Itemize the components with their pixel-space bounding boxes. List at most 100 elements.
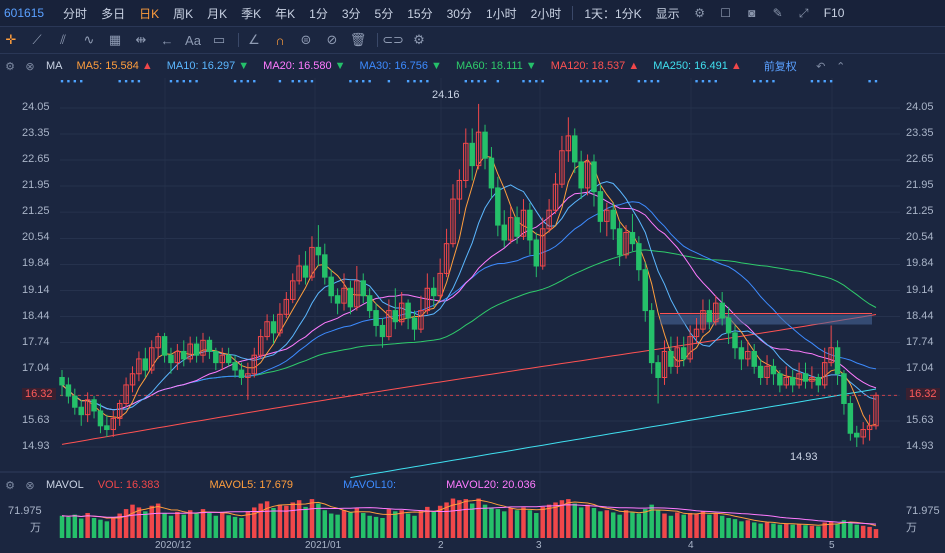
range-tool-icon[interactable]: ⇹ <box>135 32 147 47</box>
volume-bar <box>784 523 789 538</box>
candle-body <box>309 246 315 278</box>
candle-body <box>334 295 341 304</box>
signal-dot <box>496 80 500 83</box>
signal-dot <box>810 80 814 83</box>
fullscreen-icon[interactable]: ⤢ <box>798 5 809 20</box>
magnet-icon[interactable]: ∩ <box>275 32 285 48</box>
volume-bar <box>258 503 263 538</box>
volume-bar <box>431 511 436 538</box>
candle-body <box>495 187 501 226</box>
down-arrow-icon: ▼ <box>238 60 250 72</box>
candle-body <box>142 358 149 371</box>
right-price-tick: 19.84 <box>906 257 934 270</box>
down-arrow-icon: ▼ <box>525 60 537 72</box>
candle-body <box>123 384 129 405</box>
signal-dot <box>464 80 467 83</box>
crosshair-icon[interactable]: ✛ <box>5 32 17 47</box>
volume-bar <box>252 507 257 538</box>
ma-legend-item: MA5: 15.584 ▲ <box>77 60 153 72</box>
tab-yearly-k[interactable]: 年K <box>275 6 296 21</box>
square-icon[interactable]: ☐ <box>720 6 732 20</box>
gear-icon[interactable]: ⚙ <box>5 60 15 73</box>
tab-1min[interactable]: 1分 <box>309 6 328 21</box>
collapse-icon[interactable]: ⌃ <box>836 60 846 73</box>
candle-body <box>347 287 354 308</box>
candle-body <box>148 347 155 371</box>
note-tool-icon[interactable]: ▭ <box>212 32 226 47</box>
candle-body <box>655 362 661 378</box>
volume-bar <box>809 525 815 538</box>
volume-bar <box>136 507 142 538</box>
signal-dot <box>753 80 756 83</box>
volume-bar <box>604 510 610 538</box>
vol-legend-items: VOL: 16.383 MAVOL5: 17.679 MAVOL10: MAVOL20… <box>98 479 586 491</box>
trash-icon[interactable]: 🗑 <box>349 32 367 47</box>
tab-monthly-k[interactable]: 月K <box>207 6 228 21</box>
signal-dot <box>535 80 538 83</box>
signal-dot <box>240 80 243 83</box>
wave-tool-icon[interactable]: ∿ <box>83 32 95 47</box>
volume-bar <box>873 529 879 538</box>
arrow-tool-icon[interactable]: ← <box>160 32 174 48</box>
ma-legend-item: MA30: 16.756 ▼ <box>360 60 442 72</box>
tab-daily-k[interactable]: 日K <box>139 6 160 21</box>
ruler-icon[interactable]: ∠ <box>248 32 260 47</box>
candle-body <box>738 347 745 360</box>
candle-body <box>770 365 777 375</box>
adjust-mode[interactable]: 前复权 <box>763 61 797 73</box>
candle-body <box>469 142 475 167</box>
f10-button[interactable]: F10 <box>823 6 845 20</box>
tab-15min[interactable]: 15分 <box>407 6 433 21</box>
gear-icon[interactable]: ⚙ <box>694 6 706 20</box>
close-icon[interactable]: ⊗ <box>25 60 35 73</box>
volume-bar <box>578 507 584 538</box>
candle-body <box>366 295 373 312</box>
undo-icon[interactable]: ↶ <box>816 60 826 73</box>
period-dropdown[interactable]: 1天：1分K <box>584 6 642 21</box>
close-icon[interactable]: ⊗ <box>25 479 35 492</box>
link-icon[interactable]: ⊂⊃ <box>382 32 404 47</box>
lock-icon[interactable]: ⊜ <box>300 32 312 47</box>
tab-30min[interactable]: 30分 <box>446 6 472 21</box>
right-price-tick: 17.74 <box>906 335 934 348</box>
tab-1hour[interactable]: 1小时 <box>485 6 517 21</box>
settings-icon[interactable]: ⚙ <box>413 32 425 47</box>
channel-tool-icon[interactable]: ⫽ <box>60 32 66 47</box>
candle-body <box>443 243 450 274</box>
candle-body <box>488 157 495 189</box>
right-price-tick: 21.25 <box>906 205 934 218</box>
tab-fenshi[interactable]: 分时 <box>63 6 88 21</box>
camera-icon[interactable]: ◙ <box>748 6 756 20</box>
gear-icon[interactable]: ⚙ <box>5 479 15 492</box>
period-toolbar: 601615 分时 多日 日K 周K 月K 季K 年K 1分 3分 5分 15分… <box>0 0 945 27</box>
volume-bar <box>143 511 148 538</box>
signal-dot <box>60 80 64 83</box>
vol-max-left: 71.975 <box>8 505 42 517</box>
right-price-tick: 17.04 <box>906 361 934 374</box>
candle-body <box>225 354 232 364</box>
text-tool-icon[interactable]: Aa <box>185 32 201 48</box>
volume-bar <box>354 507 360 538</box>
x-axis-label: 2020/12 <box>155 540 192 551</box>
signal-dot <box>176 80 179 83</box>
volume-bar <box>264 501 270 538</box>
volume-bar <box>187 510 193 538</box>
hide-icon[interactable]: ⊘ <box>326 32 338 47</box>
display-dropdown[interactable]: 显示 <box>655 6 680 21</box>
edit-icon[interactable]: ✎ <box>772 6 783 20</box>
volume-bar <box>681 514 686 538</box>
tab-weekly-k[interactable]: 周K <box>173 6 194 21</box>
signal-dot <box>169 80 173 83</box>
tab-multi-day[interactable]: 多日 <box>101 6 126 21</box>
tab-5min[interactable]: 5分 <box>374 6 394 21</box>
line-tool-icon[interactable]: ⟋ <box>32 32 42 47</box>
left-price-tick: 18.44 <box>22 309 50 322</box>
volume-bar <box>566 499 571 538</box>
candle-body <box>264 321 270 338</box>
grid-tool-icon[interactable]: ▦ <box>108 32 122 47</box>
candle-body <box>463 142 469 181</box>
tab-2hour[interactable]: 2小时 <box>530 6 562 21</box>
tab-quarterly-k[interactable]: 季K <box>241 6 262 21</box>
volume-bar <box>527 510 533 538</box>
tab-3min[interactable]: 3分 <box>341 6 361 21</box>
